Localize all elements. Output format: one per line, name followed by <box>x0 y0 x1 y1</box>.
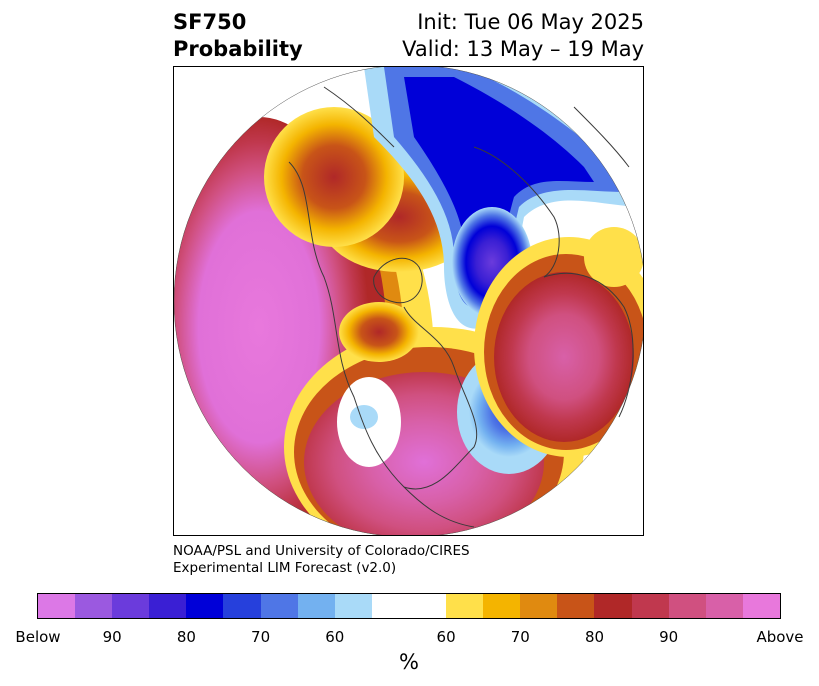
colorbar-segment <box>223 594 261 618</box>
colorbar-tick-label: 60 <box>436 628 456 646</box>
credit-line-1: NOAA/PSL and University of Colorado/CIRE… <box>173 543 470 559</box>
colorbar-segment <box>75 594 113 618</box>
colorbar-segment <box>668 594 706 618</box>
colorbar-tick-label: 90 <box>659 628 679 646</box>
colorbar-tick-label: Below <box>15 628 61 646</box>
colorbar-segment <box>742 594 780 618</box>
colorbar-tick-label: Above <box>756 628 804 646</box>
colorbar-tick-label: 70 <box>510 628 530 646</box>
colorbar-tick-label: 80 <box>176 628 196 646</box>
probability-map <box>173 66 644 536</box>
init-date: Init: Tue 06 May 2025 <box>417 10 644 34</box>
colorbar-segment <box>631 594 669 618</box>
colorbar-segment <box>260 594 298 618</box>
colorbar-segment <box>557 594 595 618</box>
title-line-1: SF750 <box>173 10 247 34</box>
probability-field <box>174 67 643 535</box>
colorbar-tick-label: 90 <box>102 628 122 646</box>
coastlines <box>288 86 634 528</box>
title-line-2: Probability <box>173 37 303 61</box>
colorbar-segment <box>483 594 521 618</box>
colorbar-segment <box>112 594 150 618</box>
colorbar-tick-label: 60 <box>325 628 345 646</box>
forecast-dates: Init: Tue 06 May 2025 Valid: 13 May – 19… <box>402 9 644 63</box>
colorbar-segment <box>334 594 372 618</box>
map-canvas <box>174 67 643 535</box>
colorbar-segment <box>705 594 743 618</box>
colorbar-segment <box>297 594 335 618</box>
credit-line-2: Experimental LIM Forecast (v2.0) <box>173 560 397 576</box>
colorbar-segment <box>186 594 224 618</box>
colorbar-segment <box>594 594 632 618</box>
colorbar-segment <box>371 594 447 618</box>
colorbar-segment <box>520 594 558 618</box>
chart-title: SF750 Probability <box>173 9 303 63</box>
colorbar-segment <box>38 594 76 618</box>
colorbar <box>37 593 781 619</box>
colorbar-units: % <box>399 650 419 674</box>
valid-range: Valid: 13 May – 19 May <box>402 37 644 61</box>
colorbar-segment <box>149 594 187 618</box>
colorbar-tick-label: 80 <box>584 628 605 646</box>
colorbar-tick-label: 70 <box>251 628 271 646</box>
credit-block: NOAA/PSL and University of Colorado/CIRE… <box>173 543 470 577</box>
colorbar-segment <box>446 594 484 618</box>
